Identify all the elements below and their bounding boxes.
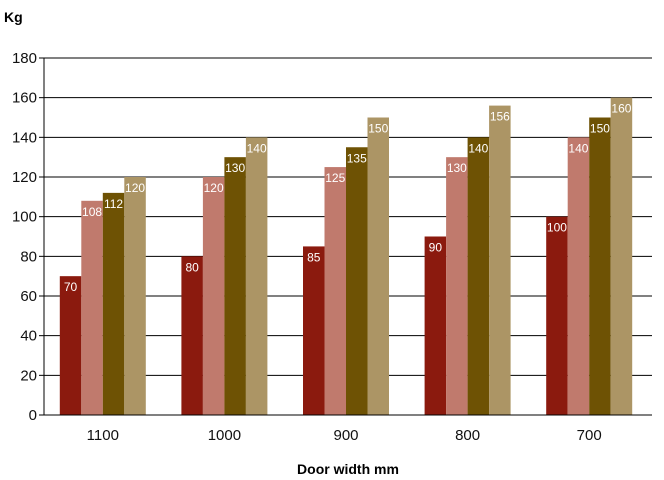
- data-label: 120: [125, 181, 145, 195]
- data-label: 80: [185, 260, 199, 274]
- bar: [546, 216, 568, 415]
- x-tick-label: 700: [577, 427, 602, 444]
- bar: [303, 246, 325, 415]
- x-tick-label: 800: [455, 427, 480, 444]
- x-tick-label: 1100: [87, 427, 119, 444]
- data-label: 125: [325, 171, 345, 185]
- data-label: 130: [225, 161, 245, 175]
- bar: [489, 105, 511, 415]
- bar: [245, 137, 268, 416]
- bar: [589, 117, 611, 415]
- y-tick-label: 40: [20, 328, 37, 345]
- y-axis-label: Kg: [4, 9, 23, 25]
- bar: [202, 177, 225, 415]
- data-label: 90: [429, 241, 443, 255]
- y-tick-label: 100: [12, 209, 37, 226]
- data-label: 70: [64, 280, 78, 294]
- bar: [424, 236, 447, 415]
- y-tick-label: 180: [12, 50, 37, 67]
- data-labels: 7010811212080120130140851251351509013014…: [64, 102, 632, 294]
- data-label: 156: [490, 110, 510, 124]
- y-tick-label: 0: [29, 407, 37, 424]
- y-tick-label: 120: [12, 169, 37, 186]
- data-label: 85: [307, 250, 321, 264]
- data-label: 130: [447, 161, 467, 175]
- data-label: 160: [611, 102, 631, 116]
- y-tick-label: 20: [20, 367, 37, 384]
- data-label: 120: [204, 181, 224, 195]
- data-label: 150: [368, 122, 388, 136]
- x-axis-label: Door width mm: [297, 461, 399, 477]
- data-label: 140: [468, 141, 488, 155]
- bar: [324, 167, 346, 415]
- data-label: 135: [347, 151, 367, 165]
- x-tick-label: 900: [333, 427, 358, 444]
- x-tick-labels: 1100 1000 900 800 700: [87, 427, 602, 444]
- bar: [181, 256, 203, 415]
- data-label: 100: [547, 221, 567, 235]
- bar: [567, 137, 590, 416]
- y-tick-label: 80: [20, 248, 37, 265]
- bar: [346, 147, 368, 415]
- bar: [446, 157, 468, 415]
- bar: [467, 137, 490, 416]
- y-tick-label: 140: [12, 129, 37, 146]
- bar: [81, 200, 103, 415]
- bars: [59, 97, 633, 416]
- bar: [367, 117, 389, 415]
- axes: [43, 58, 652, 416]
- bar: [102, 192, 125, 415]
- bar: [224, 157, 246, 415]
- data-label: 140: [247, 141, 267, 155]
- y-tick-label: 160: [12, 90, 37, 107]
- data-label: 112: [104, 197, 123, 211]
- bar: [59, 276, 82, 415]
- y-tick-label: 60: [20, 288, 37, 305]
- data-label: 150: [590, 122, 610, 136]
- bar: [124, 177, 146, 415]
- data-label: 140: [568, 141, 588, 155]
- bar: [610, 97, 633, 416]
- data-label: 108: [82, 205, 102, 219]
- y-tick-labels: 0 20 40 60 80 100 120 140 160 180: [12, 50, 37, 424]
- x-tick-label: 1000: [208, 427, 241, 444]
